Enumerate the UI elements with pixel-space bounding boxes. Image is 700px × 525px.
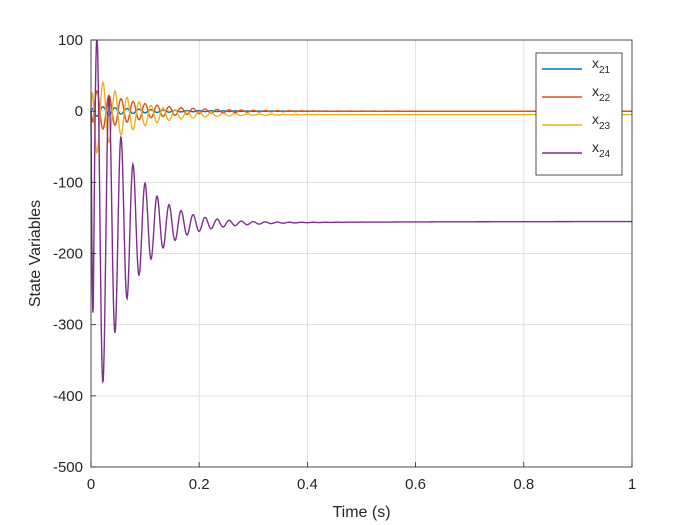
y-tick-label: -500 <box>53 459 83 476</box>
series-line-x24 <box>90 39 632 385</box>
x-tick-label: 0.6 <box>405 476 426 493</box>
y-tick-label: -400 <box>53 388 83 405</box>
y-tick-label: 100 <box>58 32 83 49</box>
y-tick-label: -300 <box>53 317 83 334</box>
x-tick-label: 1 <box>628 476 636 493</box>
ticks: 0 0.2 0.4 0.6 0.8 1 100 0 -100 -200 -300 -400 -500 <box>53 32 636 493</box>
x-axis-label: Time (s) <box>332 504 390 521</box>
x-tick-label: 0.2 <box>189 476 210 493</box>
y-tick-label: 0 <box>75 103 83 120</box>
legend-box <box>535 52 623 176</box>
x-tick-label: 0.8 <box>513 476 534 493</box>
y-tick-label: -200 <box>53 246 83 263</box>
x-tick-label: 0.4 <box>297 476 318 493</box>
y-tick-label: -100 <box>53 174 83 191</box>
x-tick-label: 0 <box>87 476 95 493</box>
y-axis-label: State Variables <box>27 200 44 307</box>
